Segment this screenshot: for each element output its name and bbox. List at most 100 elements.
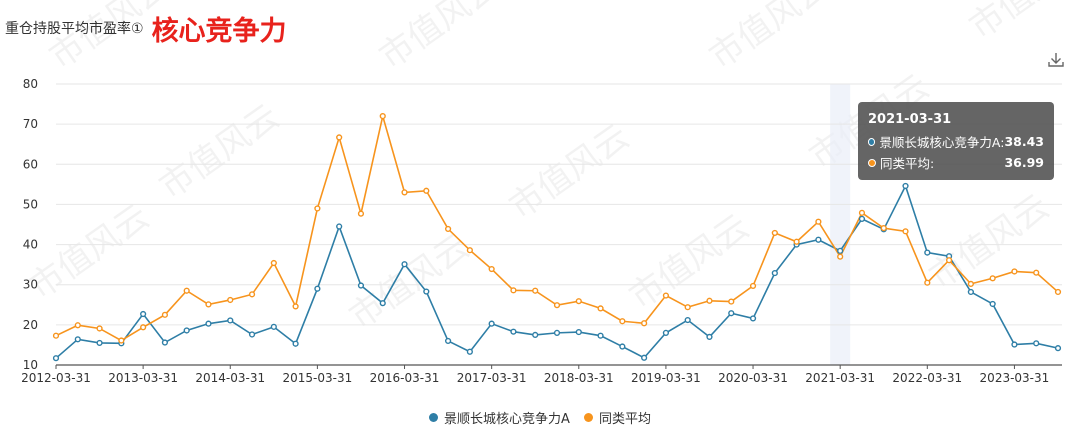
data-point-1: [641, 320, 648, 327]
data-point-0: [510, 328, 517, 335]
y-tick-label: 40: [23, 238, 38, 252]
data-point-0: [728, 310, 735, 317]
x-tick-label: 2022-03-31: [892, 371, 962, 385]
highlight-band: [830, 84, 851, 365]
data-point-1: [183, 287, 190, 294]
data-point-0: [488, 320, 495, 327]
watermark-text: 市值风云: [152, 97, 286, 208]
data-point-1: [532, 287, 539, 294]
chart-tooltip: 2021-03-31 景顺长城核心竞争力A: 38.43 同类平均: 36.99: [858, 102, 1054, 180]
watermark-text: 市值风云: [502, 117, 636, 228]
data-point-0: [815, 236, 822, 243]
data-point-0: [575, 328, 582, 336]
data-point-0: [989, 300, 996, 308]
data-point-0: [532, 331, 539, 338]
metric-label: 重仓持股平均市盈率①: [5, 21, 144, 37]
data-point-0: [749, 315, 757, 322]
data-point-1: [1011, 268, 1018, 275]
data-point-0: [837, 247, 844, 254]
data-point-0: [553, 329, 561, 336]
y-tick-label: 70: [23, 117, 38, 131]
data-point-1: [140, 324, 147, 331]
x-tick-label: 2021-03-31: [805, 371, 875, 385]
data-point-1: [161, 311, 169, 318]
data-point-1: [248, 291, 256, 298]
data-point-1: [488, 265, 495, 273]
data-point-1: [270, 259, 277, 267]
chart-header: 重仓持股平均市盈率① 核心竞争力: [5, 8, 287, 48]
data-point-1: [837, 253, 844, 260]
data-point-0: [444, 337, 452, 345]
data-point-0: [140, 310, 147, 318]
tooltip-value-fund: 38.43: [1004, 134, 1044, 149]
data-point-0: [706, 333, 713, 341]
data-point-1: [553, 302, 561, 309]
data-point-1: [858, 209, 866, 216]
watermark-text: 市值风云: [962, 0, 1080, 47]
legend-label-fund: 景顺长城核心竞争力A: [444, 412, 570, 427]
legend-dot-fund: [429, 413, 439, 422]
data-point-1: [118, 337, 125, 344]
data-point-0: [684, 316, 691, 324]
data-point-1: [510, 287, 517, 294]
data-point-1: [728, 298, 735, 305]
data-point-1: [880, 225, 887, 232]
data-point-0: [1011, 341, 1018, 348]
data-point-0: [336, 223, 343, 230]
fund-title: 核心竞争力: [151, 15, 287, 47]
data-point-0: [292, 340, 299, 347]
data-point-0: [74, 336, 81, 343]
data-point-0: [314, 285, 321, 292]
data-point-1: [706, 297, 713, 304]
data-point-0: [401, 261, 408, 268]
tooltip-value-peer: 36.99: [1004, 155, 1044, 170]
data-point-0: [662, 329, 670, 336]
data-point-0: [357, 282, 365, 289]
tooltip-name-fund: 景顺长城核心竞争力A:: [879, 135, 1005, 150]
data-point-1: [96, 325, 103, 332]
data-point-0: [1054, 345, 1062, 352]
tooltip-row-peer: 同类平均: 36.99: [868, 153, 1044, 172]
data-point-1: [815, 218, 822, 225]
data-point-1: [444, 225, 452, 233]
legend-item-fund[interactable]: 景顺长城核心竞争力A: [429, 408, 570, 427]
data-point-1: [684, 304, 691, 311]
legend-dot-peer: [583, 413, 593, 422]
data-point-0: [619, 343, 626, 350]
x-tick-label: 2014-03-31: [195, 371, 265, 385]
data-point-0: [52, 355, 60, 362]
tooltip-row-fund: 景顺长城核心竞争力A: 38.43: [868, 132, 1044, 151]
x-tick-label: 2019-03-31: [631, 371, 701, 385]
data-point-1: [771, 229, 778, 237]
data-point-1: [619, 318, 626, 325]
tooltip-date: 2021-03-31: [868, 112, 952, 127]
data-point-1: [662, 292, 670, 299]
download-icon[interactable]: [1046, 50, 1066, 70]
data-point-1: [989, 275, 996, 282]
legend-label-peer: 同类平均: [598, 412, 651, 427]
data-point-1: [74, 322, 81, 329]
data-point-0: [161, 339, 169, 346]
watermark-text: 市值风云: [22, 197, 156, 308]
x-tick-label: 2013-03-31: [108, 371, 178, 385]
data-point-0: [379, 300, 386, 307]
data-point-0: [597, 332, 604, 339]
tooltip-dot-peer: [868, 158, 876, 167]
x-tick-label: 2017-03-31: [457, 371, 527, 385]
tooltip-dot-fund: [868, 137, 876, 146]
watermark-text: 市值风云: [922, 187, 1056, 298]
watermark-text: 市值风云: [372, 0, 506, 77]
data-point-1: [575, 298, 582, 305]
data-point-0: [205, 320, 212, 327]
y-tick-label: 50: [23, 197, 38, 211]
data-point-0: [641, 354, 648, 361]
data-point-0: [902, 182, 909, 190]
data-point-0: [858, 215, 866, 222]
watermark-text: 市值风云: [42, 0, 176, 77]
legend-item-peer[interactable]: 同类平均: [583, 408, 651, 427]
watermark-text: 市值风云: [342, 227, 476, 338]
data-point-0: [183, 327, 190, 334]
y-tick-label: 80: [23, 77, 38, 91]
watermark-text: 市值风云: [622, 207, 756, 318]
